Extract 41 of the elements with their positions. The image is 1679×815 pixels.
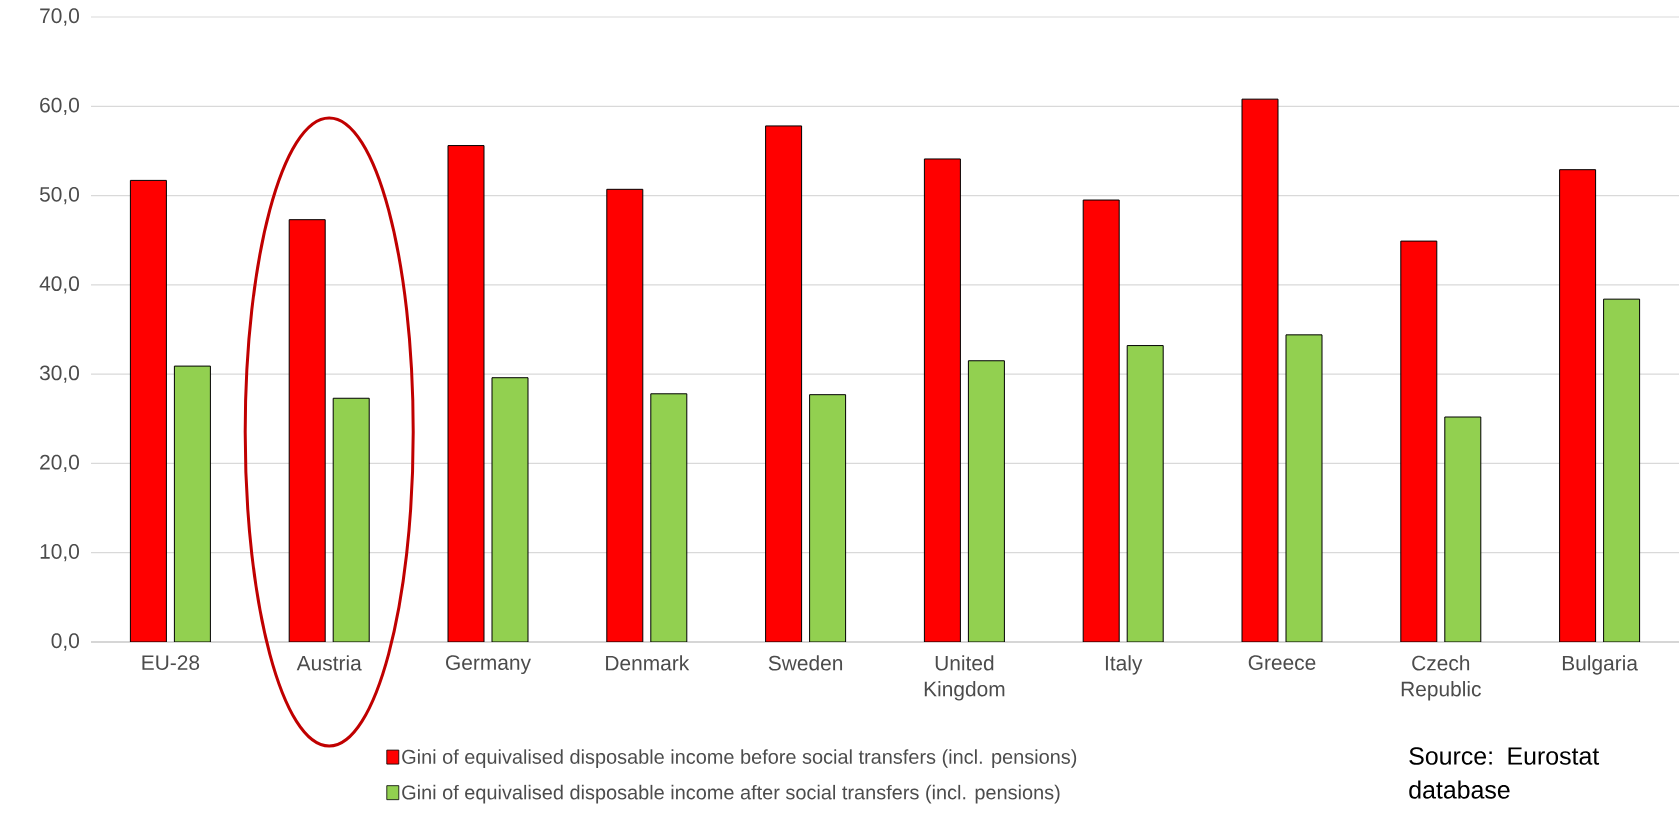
y-tick-label: 10,0 bbox=[40, 544, 79, 562]
bar bbox=[1559, 169, 1597, 642]
bar bbox=[447, 145, 485, 642]
bar bbox=[1126, 345, 1164, 642]
y-tick-label: 70,0 bbox=[40, 8, 79, 26]
bar bbox=[765, 125, 803, 642]
bar bbox=[650, 393, 688, 642]
x-tick-label: Italy bbox=[1105, 655, 1143, 675]
x-tick-label: Greece bbox=[1248, 655, 1316, 670]
legend-label: Gini of equivalised disposable income after social transfers (incl. pensions) bbox=[402, 784, 1060, 804]
y-tick-label: 20,0 bbox=[40, 454, 79, 473]
legend-label: Gini of equivalised disposable income before social transfers (incl. pensions) bbox=[402, 749, 1077, 768]
bar bbox=[1082, 199, 1120, 642]
bar bbox=[1603, 298, 1641, 642]
source-note: Source: Eurostat database bbox=[1409, 747, 1600, 799]
x-tick-label: Austria bbox=[296, 655, 362, 671]
y-tick-label: 60,0 bbox=[40, 97, 79, 115]
x-tick-label: EU-28 bbox=[142, 655, 200, 670]
y-tick-label: 40,0 bbox=[39, 276, 79, 294]
bar bbox=[1241, 98, 1279, 642]
y-tick-label: 0,0 bbox=[51, 633, 80, 651]
bar bbox=[1285, 334, 1323, 642]
bar bbox=[332, 397, 370, 642]
bar bbox=[606, 188, 644, 642]
x-tick-label: Sweden bbox=[768, 655, 843, 671]
bar bbox=[288, 219, 326, 642]
bar bbox=[491, 377, 529, 642]
y-tick-label: 30,0 bbox=[39, 365, 79, 383]
x-tick-label: Germany bbox=[446, 655, 531, 675]
x-tick-label: United Kingdom bbox=[924, 655, 1005, 701]
x-tick-label: Denmark bbox=[606, 655, 690, 671]
bar bbox=[129, 179, 167, 642]
bar bbox=[173, 365, 211, 642]
bar bbox=[923, 158, 961, 642]
bar bbox=[809, 394, 847, 642]
bar bbox=[1444, 416, 1482, 642]
bar bbox=[1400, 240, 1438, 642]
x-tick-label: Bulgaria bbox=[1562, 655, 1638, 675]
x-tick-label: Czech Republic bbox=[1401, 655, 1481, 701]
y-tick-label: 50,0 bbox=[39, 186, 79, 205]
bar bbox=[967, 360, 1005, 642]
